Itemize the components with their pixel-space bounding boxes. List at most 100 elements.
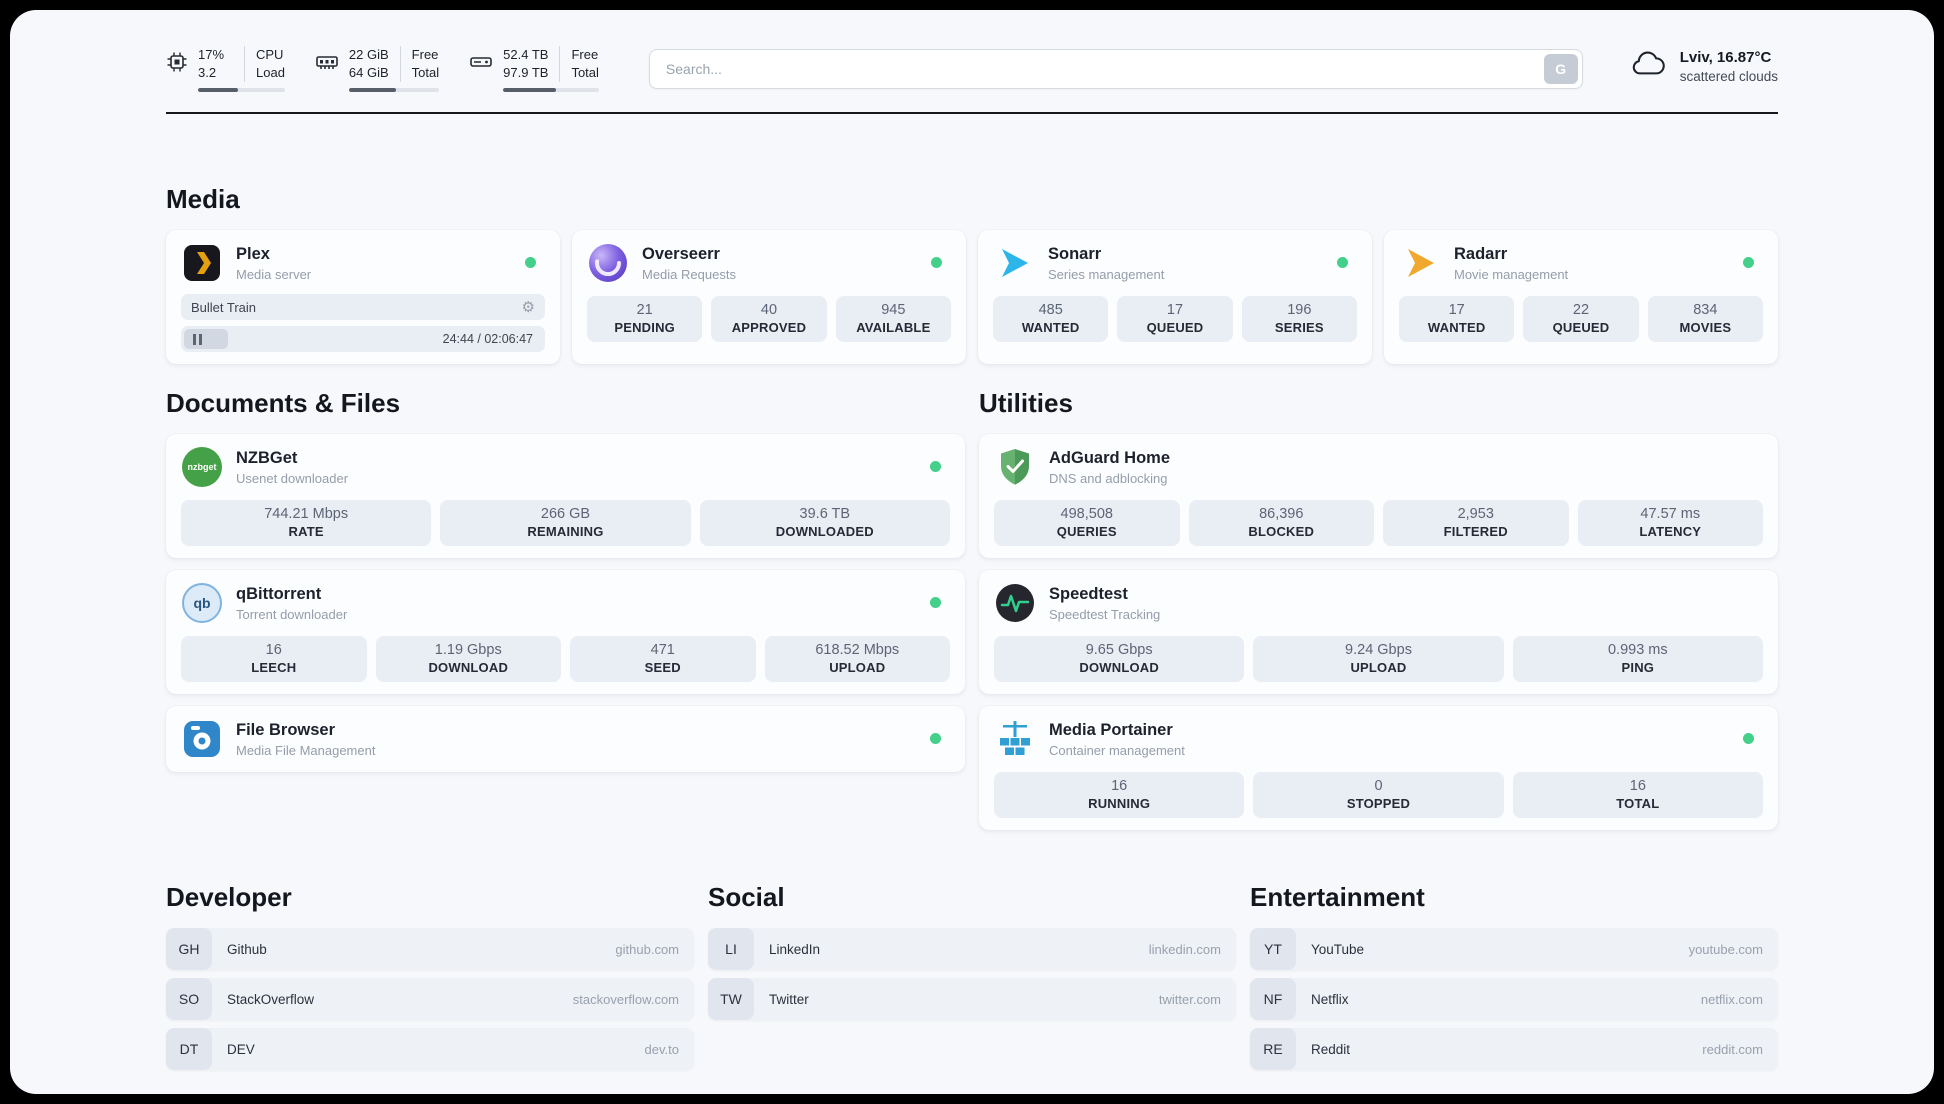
- stat-value: 471: [650, 642, 675, 658]
- stat-value: 196: [1287, 302, 1312, 318]
- service-desc: Speedtest Tracking: [1049, 606, 1161, 622]
- disk-icon: [469, 46, 493, 92]
- service-name: Speedtest: [1049, 584, 1128, 603]
- service-name: Plex: [236, 244, 270, 263]
- stat-tile: 40 APPROVED: [711, 296, 827, 342]
- stat-label: QUERIES: [1056, 524, 1117, 539]
- stat-label: WANTED: [1427, 320, 1486, 335]
- stat-tile: 196 SERIES: [1241, 296, 1357, 342]
- bookmark-url: netflix.com: [1700, 991, 1763, 1007]
- disk-metric: 52.4 TB 97.9 TB Free Total: [469, 46, 599, 92]
- stat-value: 16: [265, 642, 282, 658]
- stat-label: RUNNING: [1088, 796, 1151, 811]
- status-badge: [931, 257, 942, 268]
- stat-label: FILTERED: [1443, 524, 1508, 539]
- section-title-media: Media: [166, 184, 240, 214]
- stat-label: QUEUED: [1146, 320, 1204, 335]
- now-playing-title: Bullet Train: [191, 299, 257, 315]
- bookmark-url: twitter.com: [1158, 991, 1221, 1007]
- status-badge: [930, 461, 941, 472]
- cpu-load-value: 3.2: [198, 65, 217, 80]
- ram-free-value: 22 GiB: [348, 47, 389, 62]
- stat-label: APPROVED: [731, 320, 807, 335]
- service-card-qbittorrent[interactable]: qb qBittorrent Torrent downloader 16 LEE…: [166, 570, 965, 694]
- bookmark-twitter[interactable]: TW Twitter twitter.com: [708, 978, 1236, 1020]
- bookmark-github[interactable]: GH Github github.com: [166, 928, 694, 970]
- bookmark-reddit[interactable]: RE Reddit reddit.com: [1250, 1028, 1778, 1070]
- weather-location: Lviv, 16.87°C: [1679, 49, 1772, 66]
- stat-tile: 16 TOTAL: [1512, 772, 1763, 818]
- stat-label: QUEUED: [1552, 320, 1610, 335]
- service-card-sonarr[interactable]: Sonarr Series management 485 WANTED 17 Q…: [978, 230, 1372, 364]
- bookmark-youtube[interactable]: YT YouTube youtube.com: [1250, 928, 1778, 970]
- dashboard-page: 17% 3.2 CPU Load 22 GiB: [10, 10, 1934, 1094]
- stat-value: 16: [1629, 778, 1646, 794]
- bookmark-netflix[interactable]: NF Netflix netflix.com: [1250, 978, 1778, 1020]
- cpu-icon: [166, 46, 188, 92]
- service-card-nzbget[interactable]: nzbget NZBGet Usenet downloader 744.21 M…: [166, 434, 965, 558]
- stat-label: DOWNLOAD: [428, 660, 509, 675]
- media-grid: Plex Media server Bullet Train ⚙ 24:44 /…: [166, 230, 1778, 364]
- stat-value: 47.57 ms: [1640, 506, 1701, 522]
- service-card-portainer[interactable]: Media Portainer Container management 16 …: [979, 706, 1778, 830]
- adguard-icon: [994, 446, 1036, 488]
- bookmark-dev[interactable]: DT DEV dev.to: [166, 1028, 694, 1070]
- stat-tile: 21 PENDING: [587, 296, 703, 342]
- service-card-radarr[interactable]: Radarr Movie management 17 WANTED 22 QUE…: [1384, 230, 1778, 364]
- stat-value: 0.993 ms: [1607, 642, 1668, 658]
- bookmark-abbr: TW: [708, 978, 754, 1020]
- section-title-developer: Developer: [166, 882, 292, 912]
- sonarr-icon: [993, 242, 1035, 284]
- speedtest-icon: [994, 582, 1036, 624]
- documents-column: Documents & Files nzbget NZBGet Usenet d…: [166, 388, 965, 784]
- bookmark-abbr: RE: [1250, 1028, 1296, 1070]
- search-bar: G: [648, 49, 1583, 89]
- stat-label: SEED: [644, 660, 681, 675]
- stat-value: 266 GB: [540, 506, 591, 522]
- ram-progress-bar: [348, 88, 440, 92]
- service-desc: Series management: [1048, 266, 1165, 282]
- cpu-load-label: Load: [256, 65, 285, 80]
- ram-icon: [315, 46, 339, 92]
- service-card-overseerr[interactable]: Overseerr Media Requests 21 PENDING 40 A…: [572, 230, 966, 364]
- stat-value: 1.19 Gbps: [434, 642, 502, 658]
- service-desc: Usenet downloader: [236, 470, 349, 486]
- bookmark-url: github.com: [615, 941, 679, 957]
- search-input[interactable]: [648, 49, 1583, 89]
- status-badge: [1743, 733, 1754, 744]
- disk-total-value: 97.9 TB: [503, 65, 549, 80]
- stat-value: 498,508: [1060, 506, 1113, 522]
- service-card-speedtest[interactable]: Speedtest Speedtest Tracking 9.65 Gbps D…: [979, 570, 1778, 694]
- bookmark-linkedin[interactable]: LI LinkedIn linkedin.com: [708, 928, 1236, 970]
- filebrowser-icon: [181, 718, 223, 760]
- service-name: Overseerr: [642, 244, 720, 263]
- utilities-column: Utilities AdGuard Home DNS and adblockin…: [979, 388, 1778, 842]
- service-name: AdGuard Home: [1049, 448, 1171, 467]
- bookmark-url: linkedin.com: [1148, 941, 1221, 957]
- stat-value: 945: [881, 302, 906, 318]
- service-name: File Browser: [236, 720, 336, 739]
- bookmark-stackoverflow[interactable]: SO StackOverflow stackoverflow.com: [166, 978, 694, 1020]
- service-name: Radarr: [1454, 244, 1508, 263]
- search-engine-button[interactable]: G: [1543, 54, 1578, 84]
- stat-value: 9.65 Gbps: [1085, 642, 1153, 658]
- stat-tile: 1.19 Gbps DOWNLOAD: [375, 636, 561, 682]
- service-card-filebrowser[interactable]: File Browser Media File Management: [166, 706, 965, 772]
- stat-value: 39.6 TB: [799, 506, 851, 522]
- disk-free-value: 52.4 TB: [503, 47, 549, 62]
- bookmark-group-entertainment: Entertainment YT YouTube youtube.com NF …: [1250, 882, 1778, 1078]
- status-badge: [930, 733, 941, 744]
- service-card-adguard[interactable]: AdGuard Home DNS and adblocking 498,508 …: [979, 434, 1778, 558]
- bookmark-name: Reddit: [1311, 1041, 1351, 1057]
- service-desc: Movie management: [1454, 266, 1569, 282]
- stat-tile: 9.24 Gbps UPLOAD: [1253, 636, 1504, 682]
- stat-tile: 22 QUEUED: [1523, 296, 1639, 342]
- service-card-plex[interactable]: Plex Media server Bullet Train ⚙ 24:44 /…: [166, 230, 560, 364]
- gear-icon[interactable]: ⚙: [521, 298, 535, 316]
- disk-free-label: Free: [571, 47, 599, 62]
- stat-value: 485: [1038, 302, 1063, 318]
- stat-tile: 744.21 Mbps RATE: [181, 500, 432, 546]
- stat-value: 0: [1374, 778, 1383, 794]
- pause-button[interactable]: [184, 329, 228, 349]
- section-title-entertainment: Entertainment: [1250, 882, 1425, 912]
